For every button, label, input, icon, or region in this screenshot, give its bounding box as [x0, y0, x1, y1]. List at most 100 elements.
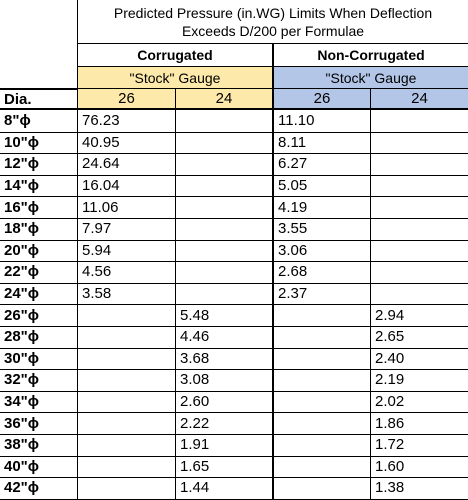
non-corrugated-26-cell: 2.37: [272, 282, 370, 306]
non-corrugated-24-cell: [370, 239, 468, 263]
corrugated-26-cell: 3.58: [77, 282, 175, 306]
non-corrugated-gauge-24: 24: [370, 89, 468, 110]
non-corrugated-26-cell: [272, 347, 370, 371]
non-corrugated-26-cell: [272, 455, 370, 479]
non-corrugated-24-cell: [370, 131, 468, 155]
title-line-1: Predicted Pressure (in.WG) Limits When D…: [113, 4, 433, 21]
dia-cell: 34"ϕ: [0, 391, 77, 414]
non-corrugated-24-cell: 2.40: [370, 347, 468, 371]
corrugated-gauge-26: 26: [77, 89, 175, 110]
dia-cell: 38"ϕ: [0, 434, 77, 457]
corrugated-24-cell: [175, 218, 272, 241]
non-corrugated-24-cell: 1.86: [370, 412, 468, 435]
non-corrugated-26-cell: [272, 326, 370, 349]
corrugated-26-cell: 4.56: [77, 261, 175, 284]
non-corrugated-26-cell: [272, 304, 370, 327]
non-corrugated-24-cell: [370, 153, 468, 176]
corrugated-24-cell: [175, 282, 272, 306]
non-corrugated-24-cell: [370, 261, 468, 284]
non-corrugated-gauge-26: 26: [272, 89, 370, 110]
corrugated-header: Corrugated: [77, 44, 272, 67]
corrugated-24-cell: 3.08: [175, 369, 272, 392]
corrugated-24-cell: 1.91: [175, 434, 272, 457]
corrugated-26-cell: [77, 304, 175, 327]
non-corrugated-24-cell: 1.72: [370, 434, 468, 457]
corrugated-26-cell: 5.94: [77, 239, 175, 263]
non-corrugated-26-cell: [272, 477, 370, 500]
corrugated-26-cell: 76.23: [77, 110, 175, 133]
non-corrugated-24-cell: [370, 174, 468, 198]
corrugated-24-cell: 5.48: [175, 304, 272, 327]
corrugated-26-cell: [77, 412, 175, 435]
corrugated-24-cell: 1.65: [175, 455, 272, 479]
dia-cell: 8"ϕ: [0, 110, 77, 133]
corrugated-24-cell: [175, 261, 272, 284]
dia-cell: 10"ϕ: [0, 132, 77, 155]
dia-cell: 12"ϕ: [0, 153, 77, 176]
non-corrugated-24-cell: 2.94: [370, 304, 468, 327]
corrugated-26-cell: 11.06: [77, 196, 175, 219]
corrugated-gauge-24: 24: [175, 89, 272, 110]
non-corrugated-24-cell: [370, 218, 468, 241]
non-corrugated-24-cell: 2.02: [370, 390, 468, 414]
non-corrugated-26-cell: 4.19: [272, 196, 370, 219]
corrugated-26-cell: 40.95: [77, 131, 175, 155]
non-corrugated-26-cell: 5.05: [272, 174, 370, 198]
non-corrugated-26-cell: 6.27: [272, 153, 370, 176]
corrugated-24-cell: 2.22: [175, 412, 272, 435]
dia-cell: 22"ϕ: [0, 261, 77, 284]
corrugated-24-cell: 3.68: [175, 347, 272, 371]
corrugated-26-cell: 16.04: [77, 174, 175, 198]
corrugated-24-cell: [175, 153, 272, 176]
corrugated-24-cell: [175, 196, 272, 219]
non-corrugated-24-cell: 1.60: [370, 455, 468, 479]
non-corrugated-26-cell: [272, 412, 370, 435]
dia-cell: 14"ϕ: [0, 175, 77, 198]
dia-cell: 36"ϕ: [0, 412, 77, 435]
corrugated-26-cell: 24.64: [77, 153, 175, 176]
non-corrugated-24-cell: 2.65: [370, 326, 468, 349]
corrugated-26-cell: [77, 455, 175, 479]
dia-cell: 18"ϕ: [0, 218, 77, 241]
non-corrugated-24-cell: [370, 196, 468, 219]
corrugated-26-cell: [77, 347, 175, 371]
corrugated-26-cell: [77, 326, 175, 349]
title-line-2: Exceeds D/200 per Formulae: [181, 22, 365, 39]
dia-cell: 16"ϕ: [0, 196, 77, 219]
non-corrugated-26-cell: [272, 390, 370, 414]
dia-cell: 26"ϕ: [0, 304, 77, 327]
corrugated-24-cell: [175, 131, 272, 155]
non-corrugated-26-cell: [272, 434, 370, 457]
corrugated-24-cell: [175, 239, 272, 263]
non-corrugated-26-cell: 3.55: [272, 218, 370, 241]
corrugated-24-cell: 4.46: [175, 326, 272, 349]
dia-cell: 32"ϕ: [0, 369, 77, 392]
dia-cell: 28"ϕ: [0, 326, 77, 349]
corrugated-26-cell: [77, 434, 175, 457]
non-corrugated-stock-gauge: "Stock" Gauge: [272, 67, 468, 89]
corrugated-26-cell: [77, 390, 175, 414]
dia-cell: 40"ϕ: [0, 456, 77, 479]
dia-cell: 42"ϕ: [0, 477, 77, 500]
non-corrugated-26-cell: 3.06: [272, 239, 370, 263]
corrugated-26-cell: [77, 477, 175, 500]
non-corrugated-header: Non-Corrugated: [272, 44, 468, 67]
non-corrugated-24-cell: [370, 282, 468, 306]
corrugated-26-cell: 7.97: [77, 218, 175, 241]
non-corrugated-24-cell: 1.38: [370, 477, 468, 500]
non-corrugated-24-cell: [370, 110, 468, 133]
corrugated-24-cell: 2.60: [175, 390, 272, 414]
dia-cell: 30"ϕ: [0, 348, 77, 371]
table-title: Predicted Pressure (in.WG) Limits When D…: [77, 0, 468, 44]
corrugated-stock-gauge: "Stock" Gauge: [77, 67, 272, 89]
corrugated-24-cell: 1.44: [175, 477, 272, 500]
non-corrugated-26-cell: 8.11: [272, 131, 370, 155]
dia-header: Dia.: [0, 88, 77, 110]
non-corrugated-26-cell: 11.10: [272, 110, 370, 133]
corrugated-26-cell: [77, 369, 175, 392]
corrugated-24-cell: [175, 174, 272, 198]
non-corrugated-26-cell: 2.68: [272, 261, 370, 284]
corrugated-24-cell: [175, 110, 272, 133]
dia-cell: 20"ϕ: [0, 240, 77, 263]
